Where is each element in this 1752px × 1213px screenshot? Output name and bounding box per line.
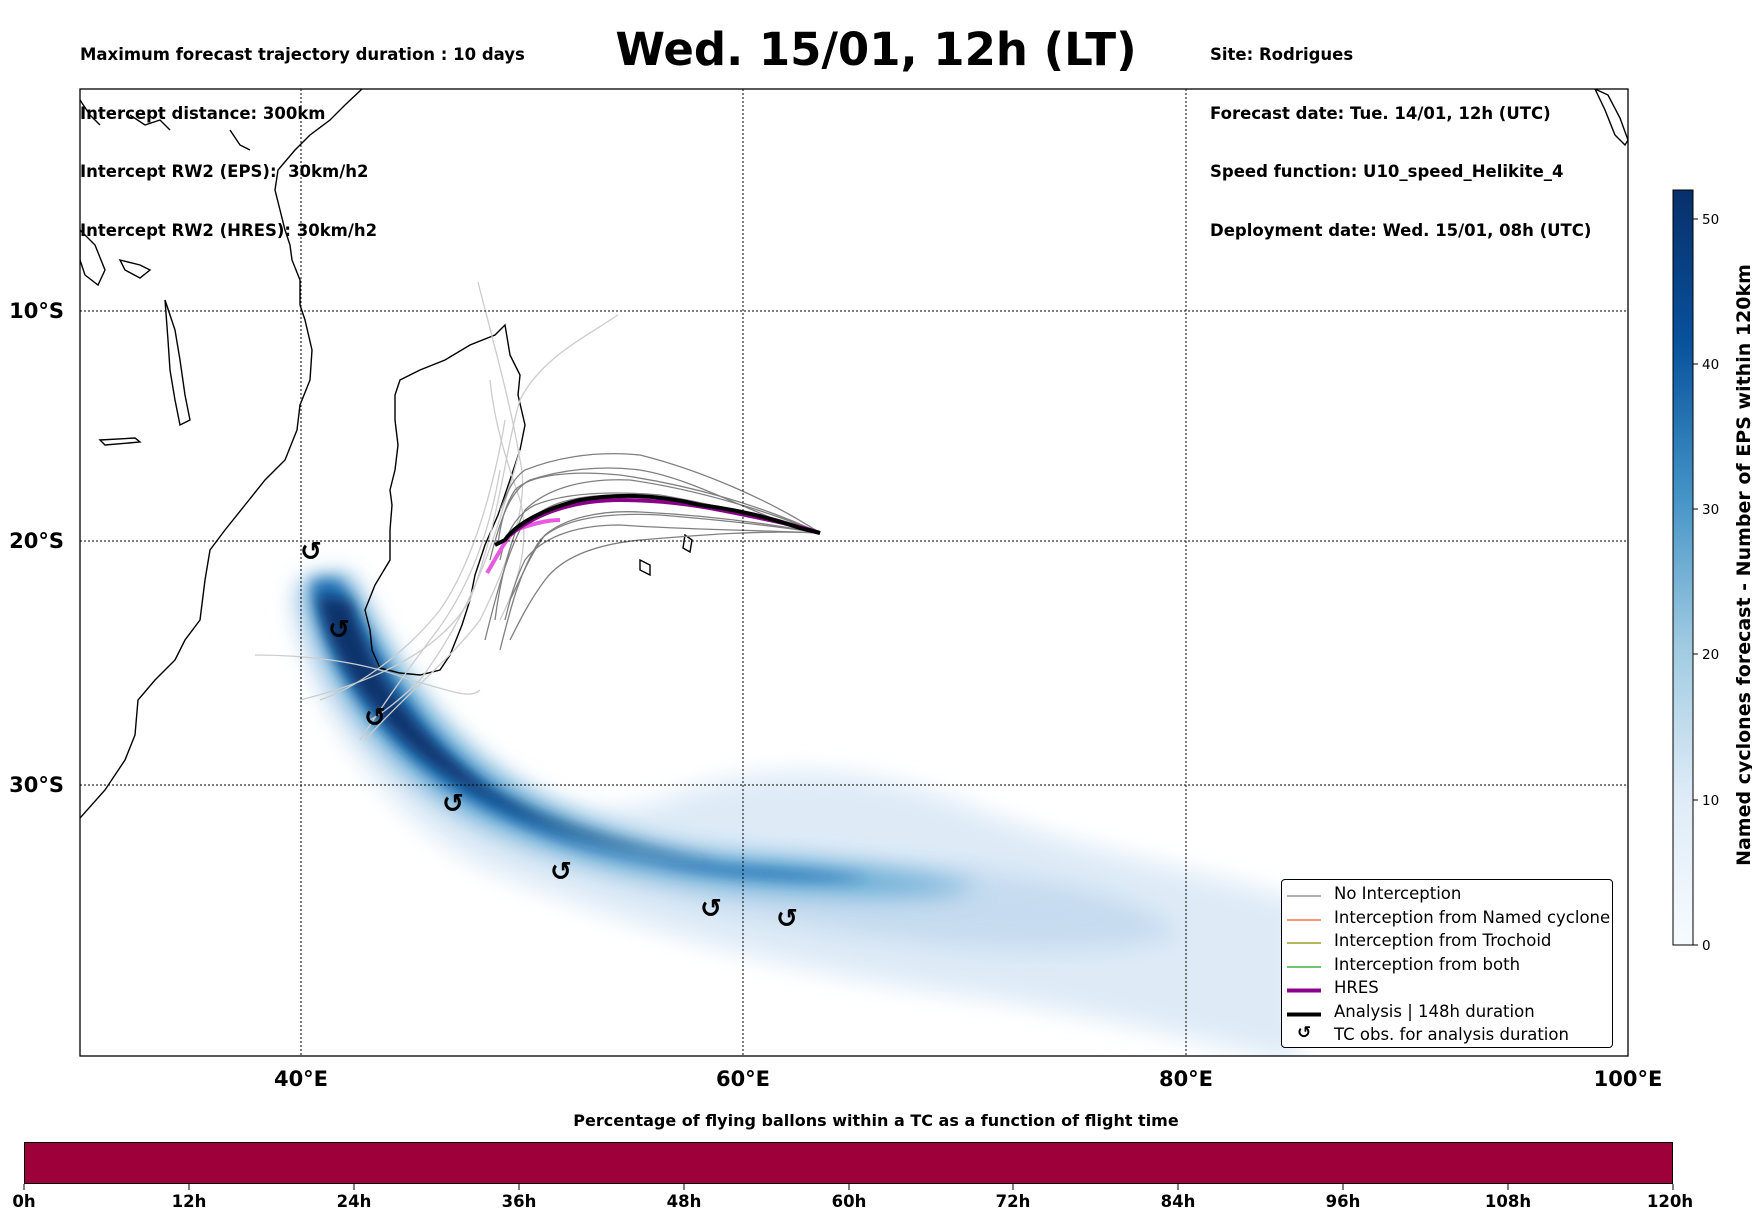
bottom-colorbar [24, 1142, 1673, 1184]
eps-trajectories-grey [484, 453, 821, 651]
legend-item: ↺ TC obs. for analysis duration [1282, 1023, 1612, 1047]
legend-item: HRES [1282, 977, 1612, 1000]
bottom-tick: 108h [1484, 1192, 1532, 1211]
map-legend: No Interception Interception from Named … [1281, 879, 1613, 1048]
legend-label: HRES [1334, 978, 1379, 997]
bottom-tick: 60h [831, 1192, 867, 1211]
header-line: Deployment date: Wed. 15/01, 08h (UTC) [1210, 220, 1592, 240]
legend-label: Interception from Trochoid [1334, 931, 1552, 950]
legend-item: Interception from both [1282, 954, 1612, 977]
lon-label: 80°E [1159, 1067, 1213, 1091]
bottom-bar-title: Percentage of flying ballons within a TC… [573, 1111, 1179, 1130]
colorbar-tick: 0 [1702, 938, 1711, 954]
lat-label: 10°S [9, 299, 64, 323]
bottom-tick: 120h [1646, 1192, 1694, 1211]
bottom-tick: 0h [12, 1192, 36, 1211]
analysis-track [494, 493, 821, 547]
header-line: Maximum forecast trajectory duration : 1… [80, 45, 525, 64]
header-line: Forecast date: Tue. 14/01, 12h (UTC) [1210, 103, 1551, 123]
map-title: Wed. 15/01, 12h (LT) [615, 23, 1137, 76]
gridlines [80, 89, 1628, 1056]
bottom-bar-ticks [23, 1184, 1674, 1190]
legend-label: Analysis | 148h duration [1334, 1001, 1535, 1021]
cyclone-icon: ↺ [550, 857, 572, 887]
colorbar-tick: 30 [1702, 502, 1719, 518]
colorbar-tick: 50 [1702, 212, 1719, 228]
bottom-tick: 24h [336, 1192, 372, 1211]
header-line: Intercept RW2 (HRES): 30km/h2 [80, 220, 378, 240]
cyclone-icon: ↺ [300, 537, 322, 567]
colorbar-tick: 40 [1702, 357, 1719, 373]
cyclone-icon: ↺ [776, 904, 798, 934]
legend-label: Interception from Named cyclone [1334, 907, 1611, 927]
lon-label: 100°E [1594, 1067, 1663, 1091]
legend-label: Interception from both [1334, 954, 1521, 974]
cyclone-icon: ↺ [442, 789, 464, 819]
lat-label: 30°S [9, 773, 64, 797]
legend-item: Interception from Named cyclone [1282, 907, 1612, 930]
cyclone-icon: ↺ [1297, 1023, 1312, 1043]
bottom-tick: 36h [501, 1192, 537, 1211]
cyclone-icon: ↺ [700, 894, 722, 924]
header-left: Maximum forecast trajectory duration : 1… [80, 6, 525, 260]
tc-observations: ↺ ↺ ↺ ↺ ↺ ↺ ↺ [300, 537, 798, 934]
bottom-tick: 84h [1160, 1192, 1196, 1211]
header-line: Speed function: U10_speed_Helikite_4 [1210, 162, 1564, 181]
lat-label: 20°S [9, 529, 64, 553]
legend-item: No Interception [1282, 883, 1612, 906]
legend-item: Interception from Trochoid [1282, 930, 1612, 953]
bottom-tick: 12h [171, 1192, 207, 1211]
header-line: Intercept RW2 (EPS): 30km/h2 [80, 162, 369, 181]
colorbar-right-ticks [1693, 218, 1698, 946]
legend-item: Analysis | 148h duration [1282, 1001, 1612, 1024]
cyclone-icon: ↺ [328, 615, 350, 645]
lon-label: 60°E [716, 1067, 770, 1091]
header-line: Intercept distance: 300km [80, 103, 326, 123]
legend-label: TC obs. for analysis duration [1334, 1025, 1569, 1044]
colorbar-label: Named cyclones forecast - Number of EPS … [1733, 264, 1752, 866]
header-right: Site: Rodrigues Forecast date: Tue. 14/0… [1210, 6, 1591, 260]
bottom-tick: 48h [666, 1192, 702, 1211]
bottom-tick: 96h [1325, 1192, 1361, 1211]
legend-label: No Interception [1334, 884, 1462, 903]
colorbar-tick: 20 [1702, 647, 1719, 663]
header-line: Site: Rodrigues [1210, 45, 1354, 64]
map-frame [79, 88, 1629, 1057]
cyclone-density-field [290, 575, 1300, 1056]
colorbar-right [1672, 189, 1694, 946]
bottom-tick: 72h [995, 1192, 1031, 1211]
cyclone-icon: ↺ [364, 703, 386, 733]
colorbar-tick: 10 [1702, 793, 1719, 809]
coastlines [80, 89, 1628, 819]
lon-label: 40°E [274, 1067, 328, 1091]
